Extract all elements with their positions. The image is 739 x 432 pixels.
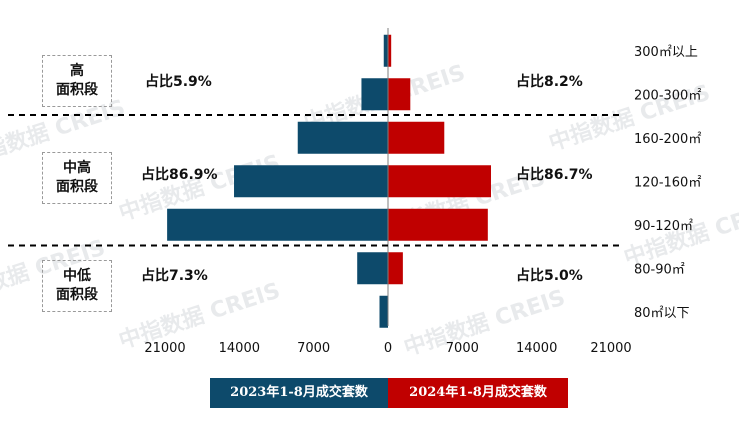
share-left-mid-low: 占比7.3% <box>141 268 208 284</box>
share-right-mid-low: 占比5.0% <box>516 268 583 284</box>
group-label-line: 面积段 <box>56 287 98 303</box>
category-label: 90-120㎡ <box>634 219 693 234</box>
bar-2023-4 <box>167 208 388 241</box>
group-label-line: 面积段 <box>56 179 98 195</box>
bar-2023-5 <box>357 252 388 285</box>
group-box-mid-low: 中低 面积段 <box>42 260 112 312</box>
bar-2023-6 <box>379 295 388 328</box>
share-left-high: 占比5.9% <box>145 74 212 90</box>
group-label-line: 面积段 <box>56 82 98 98</box>
group-label-line: 中低 <box>63 268 91 284</box>
legend-2023: 2023年1-8月成交套数 <box>210 378 388 408</box>
x-tick-label: 14000 <box>516 341 557 356</box>
bar-2023-0 <box>383 34 388 67</box>
share-left-mid-high: 占比86.9% <box>141 167 218 183</box>
bar-2024-1 <box>388 78 411 111</box>
x-tick-label: 7000 <box>446 341 479 356</box>
share-right-mid-high: 占比86.7% <box>516 167 593 183</box>
bar-2024-3 <box>388 165 492 198</box>
group-label-line: 中高 <box>63 160 91 176</box>
x-tick-label: 21000 <box>590 341 631 356</box>
legend-2024: 2024年1-8月成交套数 <box>388 378 568 408</box>
bar-2024-2 <box>388 121 445 154</box>
group-box-high: 高 面积段 <box>42 55 112 107</box>
x-tick-label: 21000 <box>144 341 185 356</box>
category-label: 120-160㎡ <box>634 175 701 190</box>
bar-2023-2 <box>297 121 388 154</box>
category-label: 80㎡以下 <box>634 306 690 321</box>
bar-2023-3 <box>234 165 388 198</box>
share-right-high: 占比8.2% <box>516 74 583 90</box>
category-label: 200-300㎡ <box>634 88 701 103</box>
category-label: 160-200㎡ <box>634 132 701 147</box>
bar-2024-4 <box>388 208 488 241</box>
category-label: 80-90㎡ <box>634 262 685 277</box>
x-tick-label: 14000 <box>219 341 260 356</box>
group-box-mid-high: 中高 面积段 <box>42 152 112 204</box>
bar-2024-5 <box>388 252 403 285</box>
category-label: 300㎡以上 <box>634 45 698 60</box>
bar-2024-0 <box>388 34 392 67</box>
x-tick-label: 7000 <box>297 341 330 356</box>
bar-2023-1 <box>361 78 388 111</box>
group-label-line: 高 <box>70 63 84 79</box>
x-tick-label: 0 <box>384 341 392 356</box>
